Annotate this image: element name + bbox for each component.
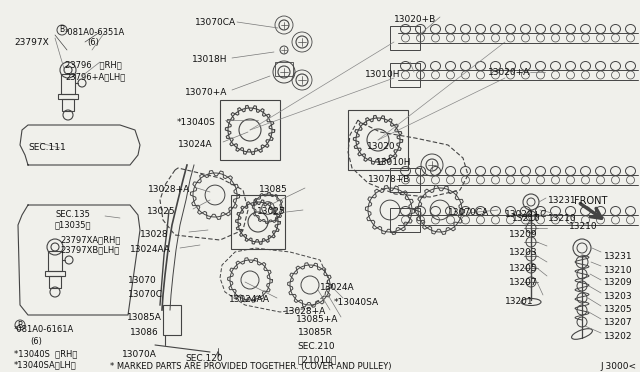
Text: *13040SA（LH）: *13040SA（LH） (14, 360, 77, 369)
Text: 13085: 13085 (259, 185, 288, 194)
Text: ＜13035＞: ＜13035＞ (55, 220, 92, 229)
Text: 13025: 13025 (147, 207, 175, 216)
Text: 13205: 13205 (509, 264, 538, 273)
Text: 13078+B: 13078+B (368, 175, 410, 184)
Bar (275, 62, 293, 76)
Text: * MARKED PARTS ARE PROVIDED TOGETHER. (COVER AND PULLEY): * MARKED PARTS ARE PROVIDED TOGETHER. (C… (110, 362, 392, 371)
Text: 13024AA: 13024AA (229, 295, 270, 304)
Text: SEC.120: SEC.120 (185, 354, 223, 363)
Text: 13070CA: 13070CA (448, 208, 489, 217)
Text: 13010H: 13010H (376, 158, 412, 167)
Text: 13210: 13210 (569, 222, 598, 231)
Text: 13085+A: 13085+A (296, 315, 339, 324)
Text: 13010H: 13010H (365, 70, 401, 79)
Bar (220, 100, 280, 160)
Bar (390, 168, 420, 192)
Text: *13040SA: *13040SA (334, 298, 379, 307)
Bar (348, 110, 408, 170)
Text: 13020+A: 13020+A (488, 68, 531, 77)
Text: 23797X: 23797X (14, 38, 49, 47)
Text: 13202: 13202 (604, 332, 632, 341)
Text: 13020: 13020 (367, 142, 396, 151)
Text: 13085A: 13085A (127, 313, 162, 322)
Text: 13210: 13210 (512, 214, 541, 223)
Text: 13070: 13070 (128, 276, 157, 285)
Bar (62, 99, 74, 111)
Text: 13085R: 13085R (298, 328, 333, 337)
Bar (231, 195, 285, 249)
Text: 13028+A: 13028+A (148, 185, 190, 194)
Text: 13028+A: 13028+A (284, 307, 326, 316)
Bar (390, 63, 420, 87)
Text: SEC.111: SEC.111 (28, 143, 66, 152)
Text: ³081A0-6351A: ³081A0-6351A (65, 28, 125, 37)
Text: 13020+B: 13020+B (394, 15, 436, 24)
Text: 13086: 13086 (130, 328, 159, 337)
Text: (6): (6) (30, 337, 42, 346)
Text: B: B (60, 26, 65, 35)
Text: 13207: 13207 (509, 278, 538, 287)
Bar (58, 94, 78, 99)
Text: 13070C: 13070C (128, 290, 163, 299)
Text: 23796   （RH）: 23796 （RH） (65, 60, 122, 69)
Bar (48, 251, 62, 271)
Bar (390, 208, 420, 232)
Text: 13209: 13209 (604, 278, 632, 287)
Text: 13203: 13203 (509, 248, 538, 257)
Text: 13020+C: 13020+C (505, 210, 547, 219)
Text: SEC.135: SEC.135 (55, 210, 90, 219)
Text: 13205: 13205 (604, 305, 632, 314)
Text: *13040S  （RH）: *13040S （RH） (14, 349, 77, 358)
Text: ³081A0-6161A: ³081A0-6161A (14, 325, 74, 334)
Bar (390, 26, 420, 50)
Text: 13018H: 13018H (192, 55, 227, 64)
Text: 13025: 13025 (257, 207, 285, 216)
Text: 13231: 13231 (548, 196, 577, 205)
Text: 13209: 13209 (509, 230, 538, 239)
Text: 13201: 13201 (505, 297, 534, 306)
Text: *13040S: *13040S (177, 118, 216, 127)
Text: 13024A: 13024A (320, 283, 355, 292)
Text: 13024AA: 13024AA (130, 245, 171, 254)
Bar (163, 305, 181, 335)
Text: 13024A: 13024A (178, 140, 212, 149)
Text: FRONT: FRONT (574, 196, 607, 206)
Text: 13070+A: 13070+A (185, 88, 227, 97)
Text: 23797XA（RH）: 23797XA（RH） (60, 235, 120, 244)
Text: 13070CA: 13070CA (195, 18, 236, 27)
Bar (61, 74, 75, 94)
Text: 13207: 13207 (604, 318, 632, 327)
Text: 13028: 13028 (140, 230, 168, 239)
Text: 13210: 13210 (548, 214, 577, 223)
Bar (49, 276, 61, 288)
Text: 13231: 13231 (604, 252, 632, 261)
Text: SEC.210: SEC.210 (297, 342, 335, 351)
Text: 13070A: 13070A (122, 350, 157, 359)
Text: (6): (6) (87, 38, 99, 47)
Text: 13210: 13210 (604, 266, 632, 275)
Text: ＜21010＞: ＜21010＞ (297, 355, 337, 364)
Text: 13203: 13203 (604, 292, 632, 301)
Text: 23797XB（LH）: 23797XB（LH） (60, 245, 119, 254)
Bar (45, 271, 65, 276)
Text: B: B (17, 321, 22, 330)
Text: J 3000<: J 3000< (600, 362, 636, 371)
Text: 23796+A（LH）: 23796+A（LH） (65, 72, 125, 81)
